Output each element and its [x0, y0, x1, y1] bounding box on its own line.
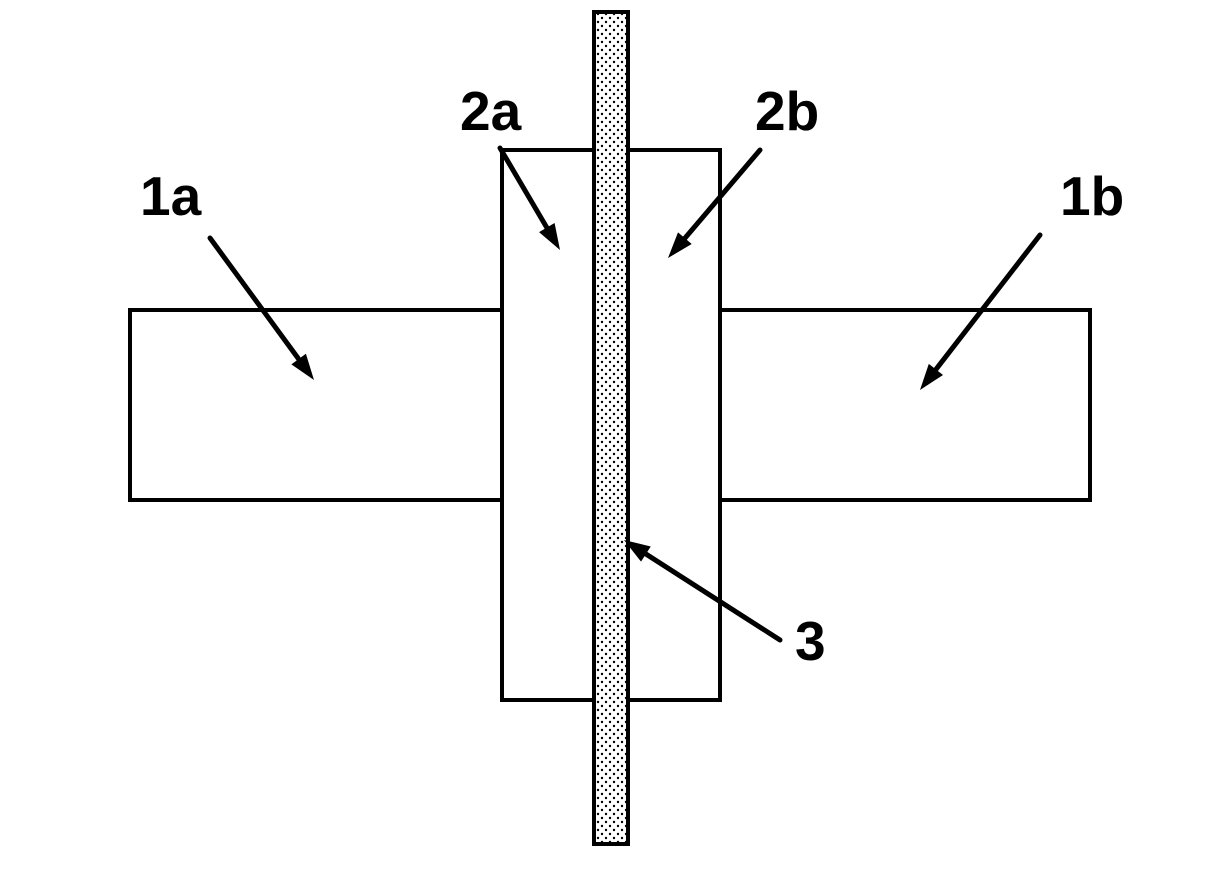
- label-l_1b: 1b: [1060, 165, 1124, 227]
- engineering-diagram: 1a 2a 2b 1b 3: [0, 0, 1214, 870]
- label-l_2a: 2a: [460, 80, 522, 142]
- center-strip: [594, 12, 628, 844]
- label-l_3: 3: [795, 610, 826, 672]
- label-l_1a: 1a: [140, 165, 202, 227]
- label-l_2b: 2b: [755, 80, 819, 142]
